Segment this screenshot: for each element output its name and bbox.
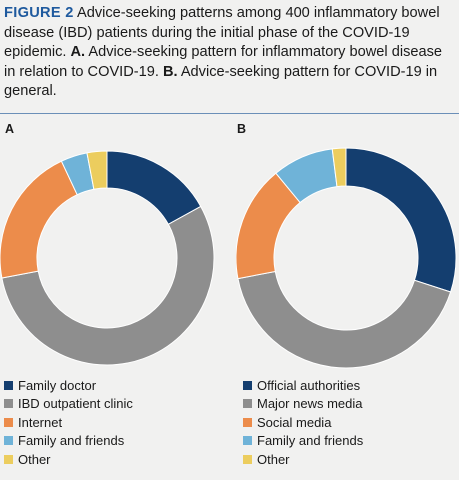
donut-chart-b	[236, 147, 457, 369]
caption-divider	[0, 113, 459, 114]
legend-a-swatch-family-and-friends	[4, 436, 13, 446]
legend-a-item-family-and-friends: Family and friends	[4, 432, 133, 451]
legend-a-swatch-internet	[4, 417, 13, 427]
donut-a-slice-ibd-outpatient-clinic	[1, 205, 215, 366]
legend-a-label-internet: Internet	[18, 414, 63, 430]
caption-main: Advice-seeking patterns among 400 inflam…	[4, 5, 440, 60]
legend-a-item-internet: Internet	[4, 413, 133, 432]
donut-b-slice-official-authorities	[345, 147, 457, 293]
donut-a-slice-internet	[0, 160, 78, 279]
legend-b-item-social-media: Social media	[243, 413, 363, 432]
figure-label: FIGURE 2	[4, 5, 74, 21]
legend-a-item-family-doctor: Family doctor	[4, 376, 133, 395]
legend-b-label-family-and-friends: Family and friends	[257, 433, 364, 449]
legend-b-item-family-and-friends: Family and friends	[243, 432, 363, 451]
legend-a-swatch-family-doctor	[4, 380, 13, 390]
legend-b-swatch-major-news-media	[243, 399, 252, 409]
legend-b-label-major-news-media: Major news media	[257, 396, 363, 412]
donut-a-slice-other	[86, 150, 108, 190]
caption-a-label: A.	[70, 44, 86, 60]
legend-b-swatch-family-and-friends	[243, 436, 252, 446]
legend-b-item-other: Other	[243, 450, 363, 469]
legend-b-label-official-authorities: Official authorities	[257, 377, 361, 393]
legend-b-swatch-official-authorities	[243, 380, 252, 390]
donut-b-slice-major-news-media	[237, 270, 452, 369]
legend-b-swatch-other	[243, 454, 252, 464]
legend-b-item-official-authorities: Official authorities	[243, 376, 363, 395]
legend-b-item-major-news-media: Major news media	[243, 395, 363, 414]
legend-a: Family doctor IBD outpatient clinic Intern…	[4, 376, 133, 469]
legend-b-swatch-social-media	[243, 417, 252, 427]
legend-b: Official authorities Major news media Soci…	[243, 376, 363, 469]
caption-a-text: Advice-seeking pattern for inflammatory …	[4, 44, 443, 80]
caption-b-label: B.	[162, 63, 178, 80]
legend-a-swatch-ibd-outpatient-clinic	[4, 399, 13, 409]
figure-caption: FIGURE 2 Advice-seeking patterns among 4…	[4, 4, 456, 102]
caption-b-text: Advice-seeking pattern for COVID-19 in g…	[4, 63, 438, 100]
legend-a-swatch-other	[4, 454, 13, 464]
legend-a-label-family-and-friends: Family and friends	[18, 433, 125, 449]
legend-b-label-social-media: Social media	[257, 414, 332, 430]
legend-a-label-family-doctor: Family doctor	[18, 377, 97, 393]
legend-a-item-other: Other	[4, 450, 133, 469]
panel-label-b: B	[237, 122, 247, 136]
panel-label-a: A	[5, 122, 15, 136]
donut-a-slice-family-doctor	[106, 150, 202, 225]
donut-b-slice-other	[331, 147, 347, 188]
legend-b-label-other: Other	[257, 451, 290, 467]
donut-chart-a	[0, 150, 215, 366]
legend-a-label-ibd-outpatient-clinic: IBD outpatient clinic	[18, 396, 133, 412]
legend-a-item-ibd-outpatient-clinic: IBD outpatient clinic	[4, 395, 133, 414]
legend-a-label-other: Other	[18, 451, 51, 467]
